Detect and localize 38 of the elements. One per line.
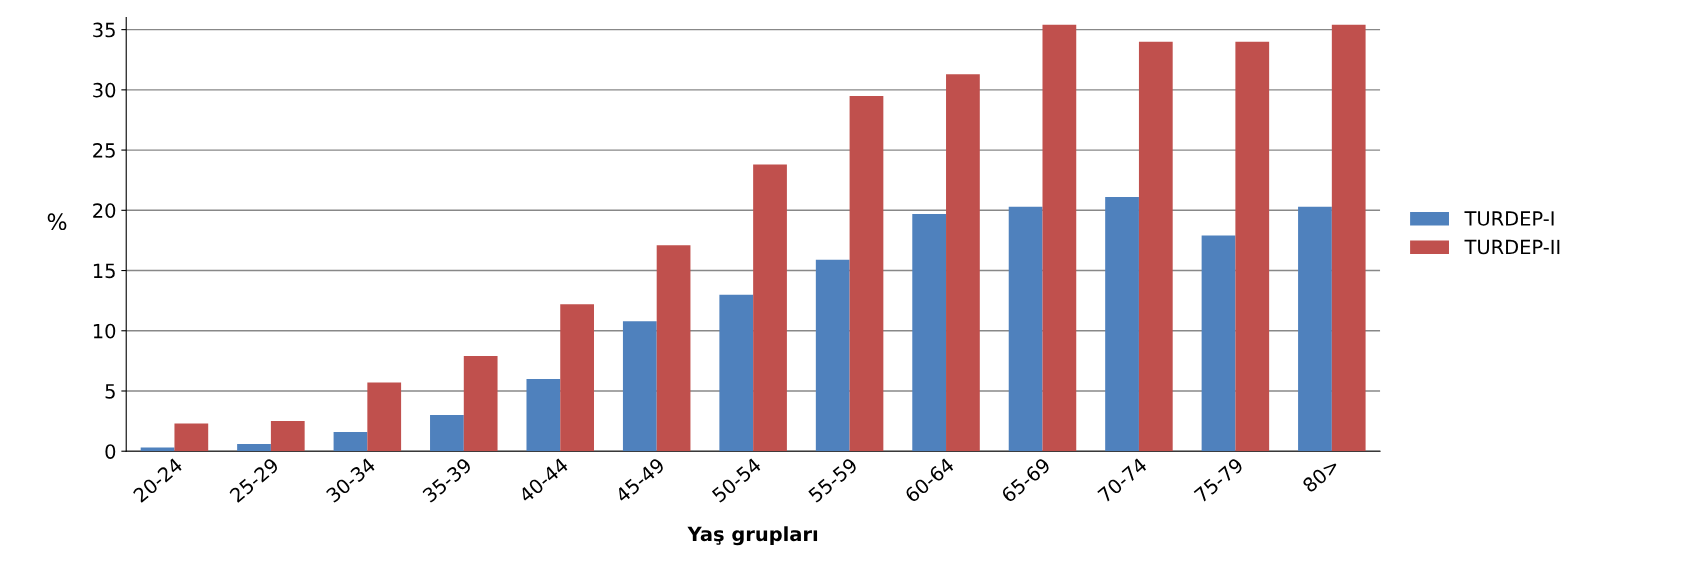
bar — [849, 95, 884, 452]
bar — [430, 415, 464, 452]
y-tick-label: 5 — [105, 384, 115, 399]
bar — [560, 304, 594, 452]
bar — [174, 423, 209, 452]
y-tick-label: 10 — [93, 323, 116, 339]
bar — [270, 421, 305, 452]
y-tick-label: 30 — [93, 82, 116, 98]
bar — [1138, 41, 1173, 452]
bar — [912, 213, 947, 452]
y-axis-title: % — [47, 213, 67, 231]
bar — [946, 74, 980, 452]
bar — [1042, 24, 1077, 452]
x-tick-label: 80> — [1301, 457, 1340, 494]
legend-label: TURDEP-I — [1464, 211, 1554, 226]
bar — [463, 356, 498, 452]
y-tick-label: 25 — [93, 143, 115, 158]
y-tick-label: 0 — [105, 444, 116, 459]
bar — [656, 245, 691, 452]
bar — [526, 378, 561, 452]
y-tick-label: 15 — [93, 263, 115, 279]
bar — [815, 259, 850, 452]
bar — [622, 321, 657, 452]
bar — [1201, 235, 1236, 452]
bar — [1105, 197, 1139, 452]
bar — [237, 443, 271, 452]
x-axis-title: Yaş grupları — [687, 526, 818, 546]
bar — [1235, 41, 1270, 452]
bar — [333, 431, 368, 452]
y-tick-label: 35 — [93, 22, 115, 38]
bar — [719, 294, 754, 452]
bar — [1298, 206, 1332, 452]
bar — [753, 164, 787, 452]
bar — [1008, 206, 1043, 452]
bar — [367, 382, 402, 452]
legend-label: TURDEP-II — [1464, 239, 1560, 255]
y-tick-label: 20 — [93, 203, 116, 218]
bar — [1331, 24, 1366, 452]
